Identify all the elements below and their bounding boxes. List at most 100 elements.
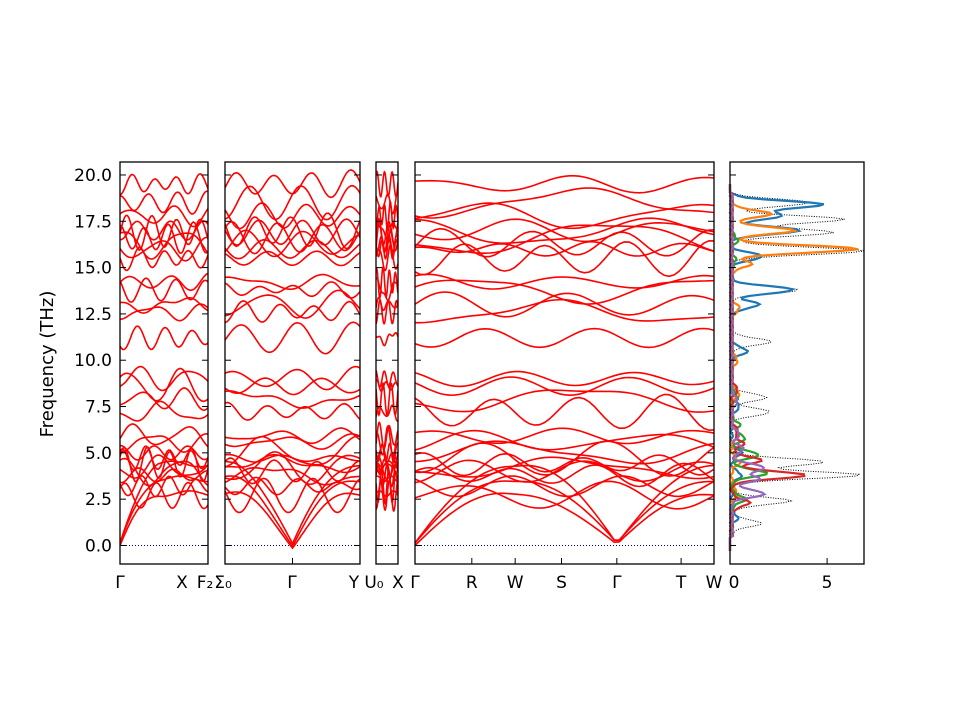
- x-high-symmetry-label: Γ: [410, 573, 420, 593]
- phonon-band: [225, 212, 360, 250]
- phonon-band: [120, 481, 208, 510]
- phonon-band: [376, 264, 398, 300]
- phonon-band: [120, 365, 208, 392]
- dos-series-1: [729, 184, 865, 551]
- phonon-band: [415, 227, 714, 258]
- phonon-band: [120, 190, 208, 215]
- phonon-band: [120, 445, 208, 471]
- phonon-band: [225, 451, 360, 486]
- phonon-band: [225, 457, 360, 485]
- x-high-symmetry-label: Γ: [287, 573, 297, 593]
- y-tick-label: 15.0: [74, 259, 112, 279]
- phonon-band: [415, 376, 714, 397]
- phonon-band: [225, 365, 360, 391]
- y-tick-label: 10.0: [74, 351, 112, 371]
- phonon-band: [120, 423, 208, 448]
- phonon-band: [225, 477, 360, 514]
- phonon-band: [120, 221, 208, 255]
- x-high-symmetry-label: T: [675, 573, 687, 593]
- phonon-band: [225, 460, 360, 546]
- phonon-band: [415, 298, 714, 324]
- phonon-band: [120, 387, 208, 412]
- band-panel-frame: [224, 161, 361, 565]
- phonon-band: [120, 400, 208, 422]
- phonon-band: [415, 440, 714, 465]
- dos-series-2: [728, 184, 825, 551]
- y-tick-label: 20.0: [74, 166, 112, 186]
- phonon-band: [120, 173, 208, 196]
- phonon-band: [120, 474, 208, 498]
- phonon-band: [120, 367, 208, 403]
- phonon-band: [120, 325, 208, 351]
- phonon-band: [225, 433, 360, 450]
- phonon-band: [225, 377, 360, 396]
- x-high-symmetry-label: W: [507, 573, 524, 593]
- phonon-band: [225, 218, 360, 246]
- x-high-symmetry-label: W: [706, 573, 723, 593]
- y-tick-label: 7.5: [85, 398, 112, 418]
- phonon-band: [415, 291, 714, 318]
- phonon-band: [225, 453, 360, 474]
- y-tick-label: 5.0: [85, 444, 112, 464]
- band-panel-2: [225, 169, 360, 550]
- phonon-band: [225, 220, 360, 255]
- y-axis-label: Frequency (THz): [37, 291, 58, 438]
- band-panel-frame: [119, 161, 209, 565]
- x-high-symmetry-label: U₀: [364, 573, 383, 593]
- phonon-band: [415, 202, 714, 230]
- phonon-band: [415, 187, 714, 219]
- phonon-band: [225, 250, 360, 267]
- phonon-band: [415, 218, 714, 243]
- phonon-band: [225, 401, 360, 421]
- phonon-band: [225, 273, 360, 291]
- phonon-band: [415, 427, 714, 445]
- band-panel-frame: [375, 161, 399, 565]
- x-high-symmetry-label: Y: [348, 573, 360, 593]
- x-high-symmetry-label: S: [556, 573, 567, 593]
- phonon-band: [120, 489, 208, 546]
- phonon-band: [415, 327, 714, 349]
- phonon-band: [120, 475, 208, 544]
- phonon-band: [415, 240, 714, 257]
- dos-x-tick-label: 0: [729, 573, 740, 593]
- x-high-symmetry-label: R: [466, 573, 478, 593]
- phonon-band: [120, 444, 208, 461]
- phonon-band: [225, 202, 360, 230]
- phonon-band: [120, 432, 208, 453]
- x-high-symmetry-label: F₂: [197, 573, 214, 593]
- band-panel-1: [120, 173, 208, 546]
- dos-panel-frame: [729, 161, 865, 565]
- phonon-band: [415, 456, 714, 480]
- phonon-band: [376, 381, 398, 417]
- phonon-band: [225, 169, 360, 199]
- phonon-band: [120, 236, 208, 262]
- y-tick-label: 2.5: [85, 490, 112, 510]
- phonon-band: [376, 370, 398, 388]
- phonon-band: [225, 390, 360, 409]
- phonon-band: [120, 220, 208, 241]
- y-tick-label: 17.5: [74, 212, 112, 232]
- phonon-band: [376, 458, 398, 478]
- phonon-band: [376, 170, 398, 198]
- x-high-symmetry-label: Γ: [612, 573, 622, 593]
- band-panel-3: [376, 170, 398, 546]
- phonon-band: [225, 435, 360, 468]
- phonon-band: [376, 331, 398, 347]
- phonon-band: [415, 370, 714, 388]
- dos-x-tick-label: 5: [822, 573, 833, 593]
- phonon-band: [120, 246, 208, 272]
- phonon-band: [415, 475, 714, 498]
- phonon-band: [376, 467, 398, 506]
- phonon-band: [415, 175, 714, 194]
- phonon-band: [415, 279, 714, 305]
- x-high-symmetry-label: Σ₀: [214, 573, 232, 593]
- phonon-band: [225, 491, 360, 550]
- phonon-band: [415, 273, 714, 290]
- phonon-band: [225, 281, 360, 299]
- phonon-band: [120, 277, 208, 303]
- band-panel-frame: [414, 161, 715, 565]
- dos-series-3: [728, 184, 859, 551]
- phonon-band: [225, 229, 360, 258]
